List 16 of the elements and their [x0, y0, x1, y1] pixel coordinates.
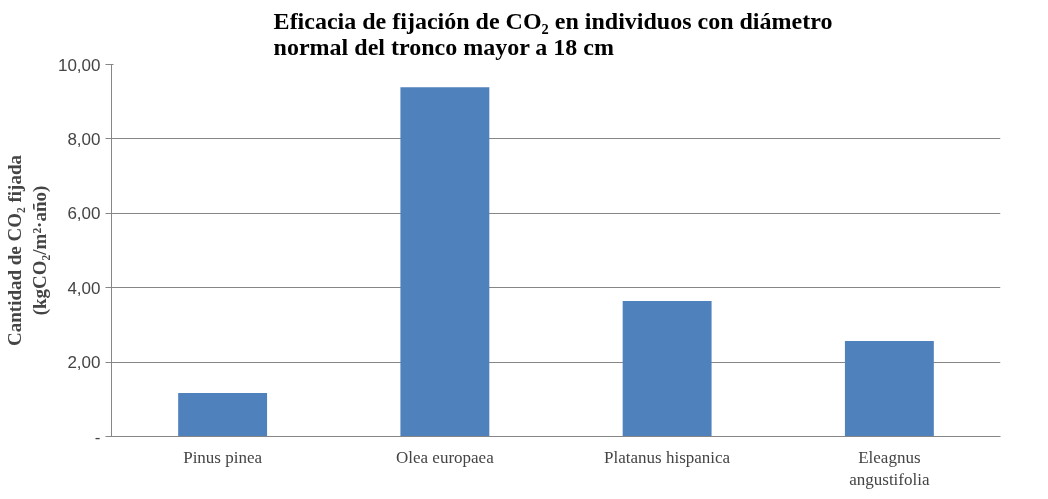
- bar: [178, 392, 268, 437]
- y-tick-label: 4,00: [67, 278, 101, 298]
- x-tick-label: Pinus pinea: [183, 447, 263, 467]
- x-tick-label: Platanus hispanica: [604, 447, 731, 467]
- chart-title: Eficacia de fijación de CO₂ en individuos con diámetro normal del tronco mayor a 18 cm: [273, 7, 833, 60]
- x-tick-label: Eleagnus angustifolia: [849, 447, 930, 490]
- y-tick-label: 8,00: [67, 129, 101, 149]
- y-tick-label: -: [94, 427, 101, 447]
- bar: [622, 301, 712, 437]
- x-tick-label: Olea europaea: [396, 447, 495, 467]
- y-axis-title: Cantidad de CO₂ fijada (kgCO₂/m²·año): [3, 154, 51, 346]
- bar: [844, 340, 934, 437]
- y-tick-label: 2,00: [67, 353, 101, 373]
- y-tick-label: 6,00: [67, 204, 101, 224]
- y-tick-label: 10,00: [57, 55, 101, 75]
- bar: [400, 87, 490, 437]
